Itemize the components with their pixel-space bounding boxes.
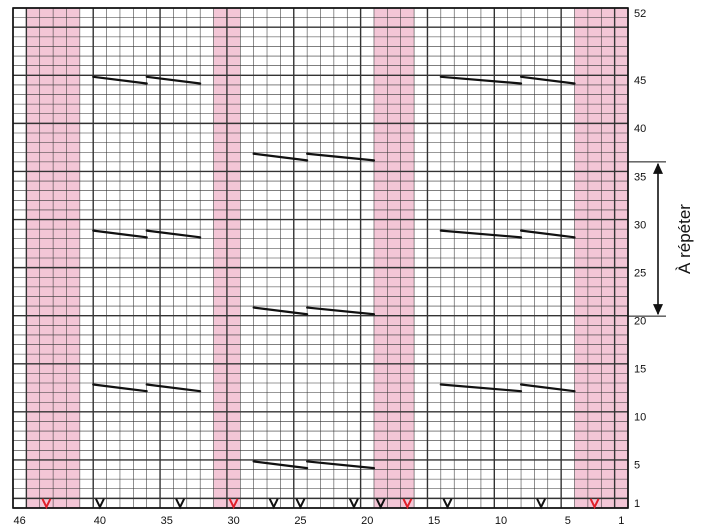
cable-stroke [92, 229, 148, 239]
cable-stroke [92, 75, 148, 85]
repeat-arrow-down [653, 304, 663, 316]
cable-stroke [439, 229, 523, 239]
repeat-label: À répéter [675, 204, 694, 274]
y-tick-label: 40 [634, 123, 646, 135]
slip-stitch-mark [375, 498, 386, 510]
cable-stroke [252, 152, 309, 162]
cable-stroke [439, 383, 523, 393]
x-tick-label: 25 [294, 515, 306, 527]
x-tick-label: 30 [227, 515, 239, 527]
y-tick-label: 25 [634, 267, 646, 279]
cable-stroke [145, 383, 202, 393]
cable-stroke [519, 75, 576, 85]
slip-stitch-mark [349, 498, 359, 510]
cable-stroke [519, 383, 576, 393]
slip-stitch-mark [442, 498, 453, 510]
cable-stroke [252, 306, 309, 316]
x-tick-label: 20 [361, 515, 373, 527]
slip-stitch-mark [589, 498, 600, 510]
cable-stroke [92, 383, 148, 393]
slip-stitch-mark [175, 498, 186, 510]
grid-border [12, 7, 629, 509]
cable-stroke [306, 460, 376, 470]
cable-stroke [252, 460, 309, 470]
cable-stroke [145, 75, 202, 85]
x-tick-label: 46 [14, 515, 26, 527]
slip-stitch-mark [268, 498, 279, 510]
repeat-arrow-up [653, 162, 663, 174]
x-tick-label: 35 [161, 515, 173, 527]
y-tick-label: 20 [634, 316, 646, 328]
y-tick-label: 52 [634, 8, 646, 20]
cable-stroke [519, 229, 576, 239]
x-tick-label: 5 [565, 515, 571, 527]
slip-stitch-mark [41, 498, 52, 510]
y-tick-label: 30 [634, 219, 646, 231]
slip-stitch-mark [402, 498, 413, 510]
x-tick-label: 15 [428, 515, 440, 527]
cable-stroke [306, 306, 376, 316]
slip-stitch-mark [295, 498, 306, 510]
cable-stroke [439, 75, 523, 85]
x-tick-label: 10 [495, 515, 507, 527]
y-tick-label: 10 [634, 412, 646, 424]
slip-stitch-mark [536, 498, 546, 510]
y-tick-label: 1 [634, 498, 640, 510]
x-tick-label: 40 [94, 515, 106, 527]
cable-stroke [306, 152, 376, 162]
y-tick-label: 45 [634, 75, 646, 87]
x-tick-label: 1 [618, 515, 624, 527]
y-tick-label: 5 [634, 460, 640, 472]
y-tick-label: 35 [634, 171, 646, 183]
y-tick-label: 15 [634, 364, 646, 376]
cable-stroke [145, 229, 202, 239]
slip-stitch-mark [95, 498, 105, 510]
slip-stitch-mark [228, 498, 239, 510]
